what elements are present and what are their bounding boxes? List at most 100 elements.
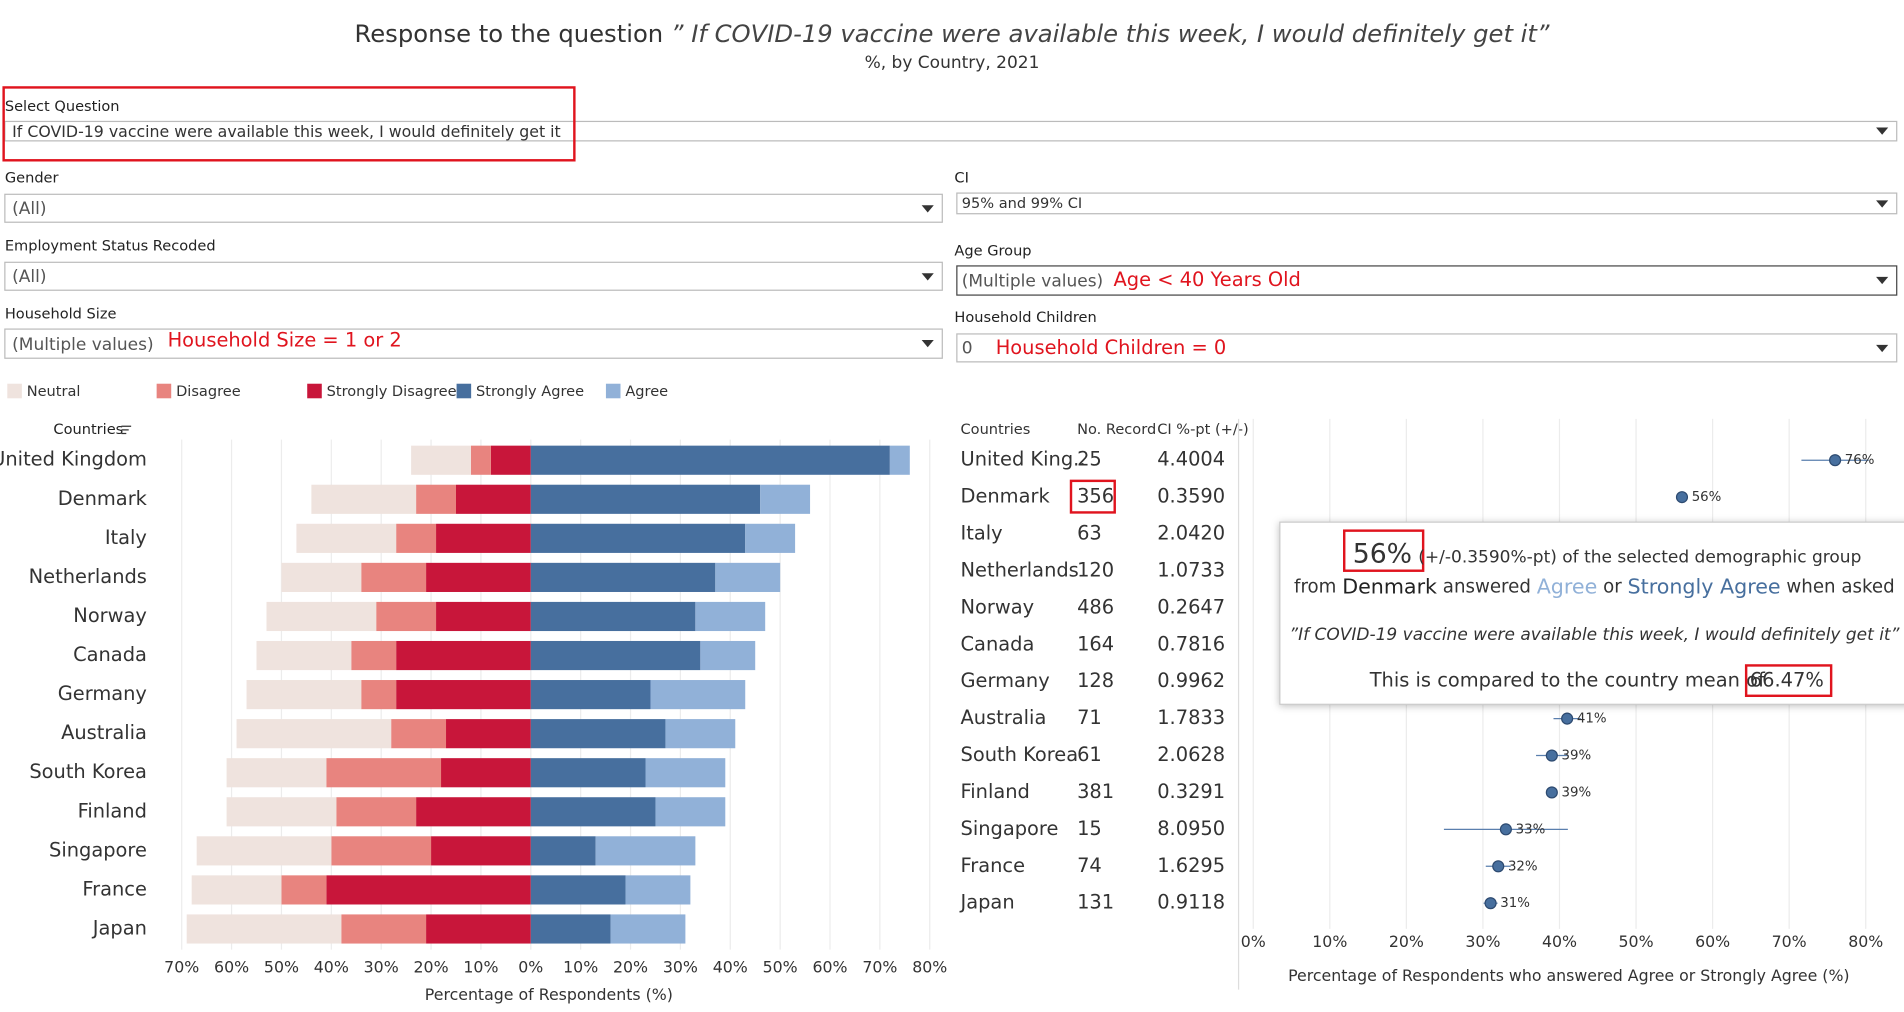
annotation: Age < 40 Years Old [1114, 268, 1301, 291]
table-cell: France [961, 854, 1026, 877]
bar-segment [416, 484, 456, 514]
bar-segment [530, 601, 696, 632]
table-cell: 74 [1077, 854, 1102, 877]
dropdown-arrow[interactable] [1876, 127, 1889, 135]
axis-title: Percentage of Respondents (%) [425, 985, 673, 1004]
data-label: 76% [1845, 453, 1875, 468]
bar-segment [396, 640, 531, 671]
dropdown[interactable] [956, 333, 1898, 363]
y-tick-label: South Korea [29, 760, 147, 783]
bar-segment [530, 484, 761, 514]
data-label: 41% [1577, 712, 1607, 727]
x-tick-label: 50% [1619, 932, 1654, 951]
highlight-box [1744, 664, 1833, 698]
bar-segment [376, 601, 437, 632]
bar-segment [530, 914, 611, 944]
bar-segment [361, 680, 397, 710]
bar-segment [436, 523, 531, 553]
table: Countries No. Record CI %-pt (+/-) United K… [960, 421, 1249, 914]
bar-segment [625, 875, 691, 905]
dropdown-arrow[interactable] [921, 340, 934, 348]
highlight-box [2, 86, 576, 162]
filter-value: (Multiple values) [12, 335, 154, 355]
dropdown[interactable] [4, 261, 943, 291]
table-cell: 25 [1077, 448, 1102, 471]
title: Response to the question ” If COVID-19 v… [354, 19, 1549, 48]
dropdown-arrow[interactable] [921, 205, 934, 213]
bar-segment [281, 562, 362, 592]
y-tick-label: Denmark [58, 487, 148, 510]
dropdown[interactable] [956, 192, 1898, 215]
table-cell: 71 [1077, 706, 1102, 729]
bar-segment [645, 758, 726, 788]
table-cell: 2.0628 [1157, 743, 1225, 766]
legend-label: Agree [625, 383, 668, 400]
x-tick-label: 80% [1848, 932, 1883, 951]
table-cell: Denmark [961, 485, 1051, 508]
bar-segment [266, 601, 377, 632]
bar-segment [396, 680, 531, 710]
bar-segment [196, 836, 332, 866]
x-tick-label: 50% [763, 957, 798, 976]
highlight-box [1343, 529, 1425, 572]
bar-segment [336, 797, 417, 827]
table-cell: 8.0950 [1157, 817, 1225, 840]
x-tick-label: 30% [663, 957, 698, 976]
bar-segment [236, 719, 392, 749]
legend-label: Disagree [176, 383, 241, 400]
x-tick-label: 80% [912, 957, 947, 976]
annotation: Household Size = 1 or 2 [168, 329, 402, 352]
dropdown[interactable] [4, 328, 943, 359]
dropdown-arrow[interactable] [921, 273, 934, 281]
x-tick-label: 20% [1389, 932, 1424, 951]
bar-segment [331, 836, 432, 866]
dropdown-arrow[interactable] [1876, 200, 1889, 208]
x-tick-label: 60% [812, 957, 847, 976]
y-tick-label: Australia [61, 721, 147, 744]
tooltip-text: answered [1443, 577, 1531, 598]
filter-label: Select Question [5, 98, 120, 115]
table-cell: Italy [961, 522, 1003, 545]
table-cell: 0.9962 [1157, 669, 1225, 692]
x-tick-label: 20% [613, 957, 648, 976]
title-question: ” If COVID-19 vaccine were available thi… [671, 19, 1550, 48]
x-tick-label: 0% [518, 957, 543, 976]
table-cell: Norway [961, 595, 1035, 618]
highlight-box [1069, 479, 1116, 514]
data-label: 39% [1562, 785, 1592, 800]
column-header: CI %-pt (+/-) [1157, 421, 1249, 438]
table-cell: 120 [1077, 558, 1114, 581]
title-prefix: Response to the question [354, 19, 663, 48]
dot [1561, 712, 1574, 725]
x-tick-label: 70% [862, 957, 897, 976]
dropdown-arrow[interactable] [1876, 344, 1889, 353]
table-cell: 0.9118 [1157, 891, 1225, 914]
bar-segment [186, 914, 342, 944]
table-cell: 15 [1077, 817, 1102, 840]
x-tick-label: 10% [563, 957, 598, 976]
bar-segment [530, 836, 596, 866]
bar-segment [530, 445, 890, 475]
dropdown[interactable] [956, 265, 1898, 296]
table-cell: 1.0733 [1157, 558, 1225, 581]
table-cell: United King.. [961, 448, 1086, 471]
x-tick-label: 30% [364, 957, 399, 976]
dropdown-arrow[interactable] [1876, 276, 1889, 285]
dropdown[interactable] [4, 193, 943, 223]
dot [1492, 860, 1505, 873]
table-cell: South Korea [961, 743, 1079, 766]
tooltip-value: 56% [1353, 538, 1412, 569]
table-cell: 128 [1077, 669, 1114, 692]
filter-value: 0 [962, 339, 973, 359]
bar-segment [256, 640, 352, 671]
bar-segment [246, 680, 362, 710]
x-tick-label: 20% [414, 957, 449, 976]
bar-segment [326, 758, 442, 788]
x-tick-label: 0% [1241, 932, 1266, 951]
data-label: 31% [1500, 896, 1530, 911]
bar-segment [665, 719, 736, 749]
y-tick-label: Norway [73, 604, 147, 627]
tooltip-question: ”If COVID-19 vaccine were available this… [1289, 625, 1899, 645]
filter-value: (All) [12, 267, 46, 287]
